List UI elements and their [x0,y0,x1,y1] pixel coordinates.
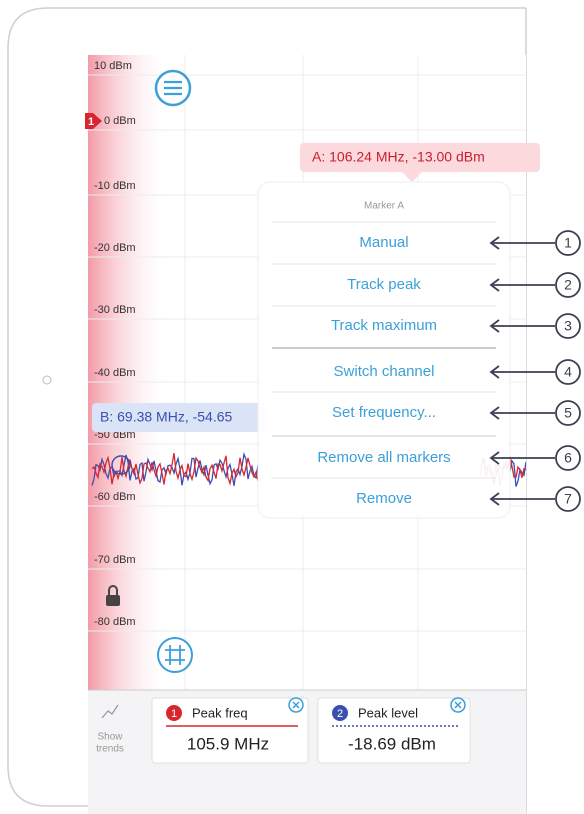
callout-arrowhead [489,319,500,333]
callout-arrowhead [489,236,500,250]
y-axis-label: -60 dBm [94,491,136,503]
menu-item[interactable]: Switch channel [334,363,435,380]
callout-number: 4 [564,364,572,380]
callout-arrowhead [489,406,500,420]
marker-a-pointer [402,172,422,182]
lock-shackle [108,585,118,595]
marker-badge: 1 [88,116,94,128]
callout-arrowhead [489,492,500,506]
menu-item[interactable]: Track peak [347,276,421,293]
card[interactable] [317,697,471,764]
menu-item[interactable]: Remove all markers [317,449,450,466]
menu-item[interactable]: Remove [356,490,412,507]
callout-number: 6 [564,450,572,466]
callout-number: 3 [564,318,572,334]
card-title: Peak level [358,705,418,720]
callout-number: 7 [564,491,572,507]
callout-number: 1 [564,235,572,251]
callout-arrowhead [489,278,500,292]
device-frame [7,7,526,807]
popup-title: Marker A [364,201,404,212]
grid-button[interactable] [157,637,193,673]
card-badge: 1 [171,708,177,720]
y-axis-label: -40 dBm [94,367,136,379]
marker-b-icon [111,455,131,475]
card-title: Peak freq [192,705,248,720]
card-badge: 2 [337,708,343,720]
callout-circle [555,313,581,339]
trends-label[interactable]: Show [97,732,123,743]
trace [91,452,259,486]
card-value: 105.9 MHz [187,734,269,753]
callout-circle [555,272,581,298]
card[interactable] [151,697,309,764]
marker-a-label: A: 106.24 MHz, -13.00 dBm [312,149,485,165]
home-button[interactable] [42,375,52,385]
callout-circle [555,359,581,385]
y-axis-label: -20 dBm [94,242,136,254]
y-axis-label: 0 dBm [104,115,136,127]
marker-badge-bg [85,113,102,129]
trends-icon [101,704,119,719]
callout-number: 2 [564,277,572,293]
y-axis-label: -10 dBm [94,180,136,192]
callout-circle [555,400,581,426]
trends-label[interactable]: trends [96,744,124,755]
menu-item[interactable]: Track maximum [331,317,437,334]
y-axis-label: -30 dBm [94,304,136,316]
card-badge-bg [166,705,182,721]
card-close-x [292,701,300,709]
y-axis-label: -80 dBm [94,616,136,628]
card-close-x [454,701,462,709]
y-axis-label: 10 dBm [94,60,132,72]
popup [257,181,511,519]
grid-icon [165,645,185,665]
menu-item[interactable]: Manual [359,234,408,251]
lock-body [106,595,120,606]
marker-b-box [92,403,267,432]
y-axis-label: -70 dBm [94,554,136,566]
overlay: 1 A: 106.24 MHz, -13.00 dBm B: 69.38 MHz, … [85,69,581,764]
callout-arrowhead [489,451,500,465]
red-band [88,55,163,690]
marker-b-label: B: 69.38 MHz, -54.65 [100,409,233,425]
callout-circle [555,445,581,471]
card-badge-bg [332,705,348,721]
callout-number: 5 [564,405,572,421]
menu-item[interactable]: Set frequency... [332,404,436,421]
callout-circle [555,230,581,256]
callout-circle [555,486,581,512]
card-value: -18.69 dBm [348,734,436,753]
callout-arrowhead [489,365,500,379]
marker-a-box [300,143,540,172]
